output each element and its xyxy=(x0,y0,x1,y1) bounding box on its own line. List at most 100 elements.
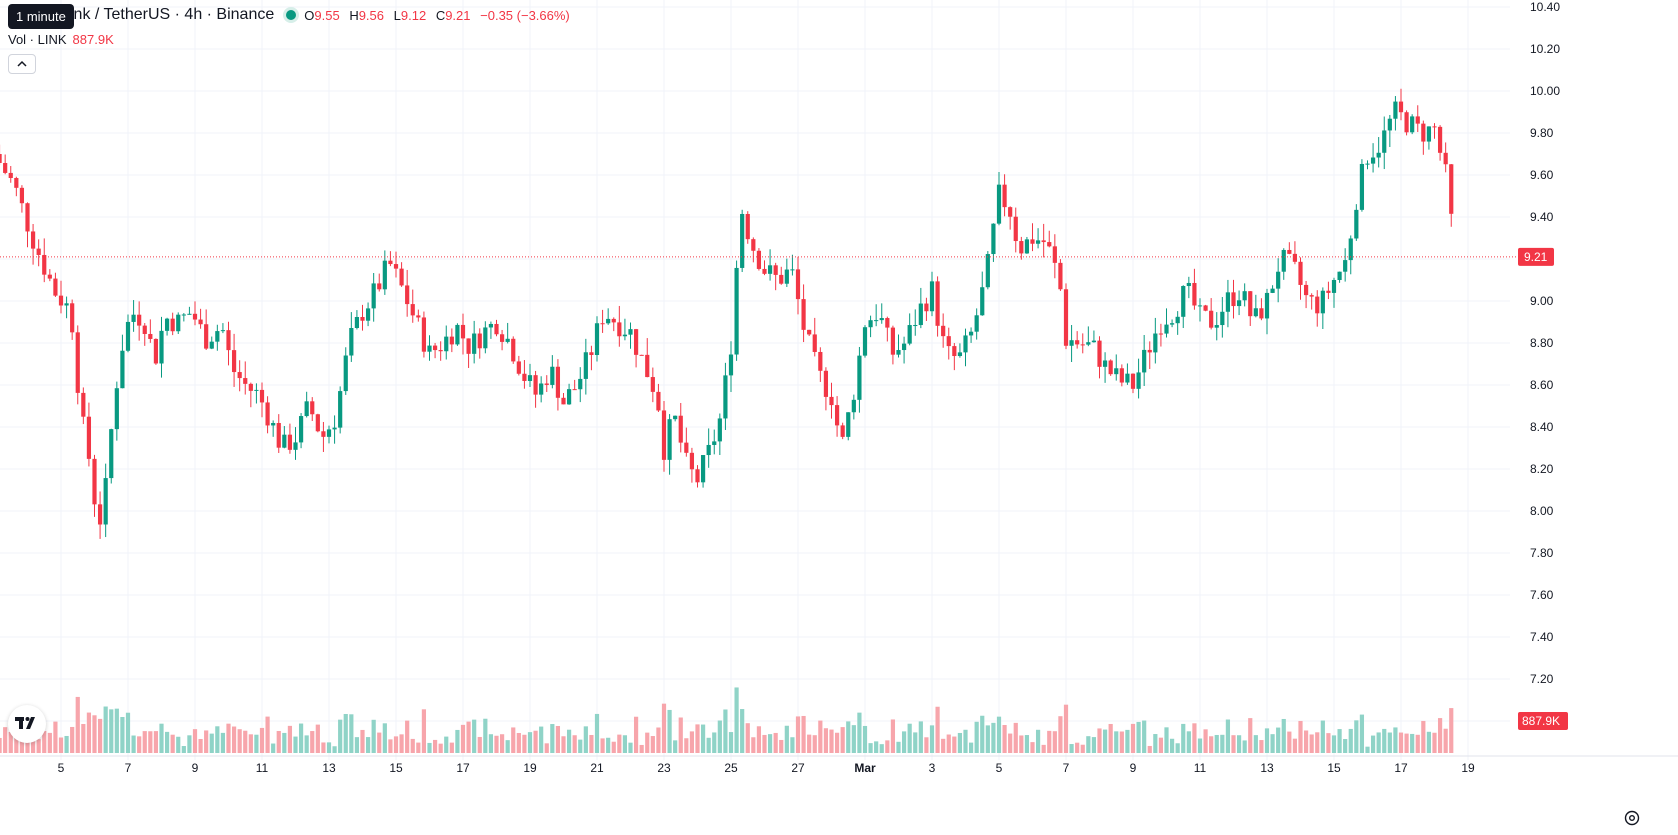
candle-body xyxy=(684,442,689,453)
candle-body xyxy=(1298,261,1303,285)
tv-logo-icon xyxy=(15,717,35,729)
time-tick-label: 27 xyxy=(791,761,805,775)
volume-bar xyxy=(1158,737,1164,753)
volume-bar xyxy=(1052,731,1057,753)
volume-bar xyxy=(410,738,415,753)
candle-body xyxy=(181,314,186,316)
tradingview-logo[interactable] xyxy=(8,705,46,743)
candle-body xyxy=(1181,286,1186,317)
candle-body xyxy=(399,268,404,286)
candle-body xyxy=(606,318,611,324)
price-tick-label: 10.00 xyxy=(1530,84,1560,98)
volume-bar xyxy=(941,738,946,753)
candle-body xyxy=(1052,246,1057,263)
candle-body xyxy=(405,285,410,305)
change-value: −0.35 (−3.66%) xyxy=(480,7,570,23)
volume-bar xyxy=(985,725,990,753)
volume-bar xyxy=(885,740,890,753)
price-axis[interactable]: 10.4010.2010.009.809.609.409.209.008.808… xyxy=(1530,0,1560,728)
time-tick-label: 15 xyxy=(389,761,403,775)
volume-bar xyxy=(3,727,8,753)
time-tick-label: 3 xyxy=(929,761,936,775)
volume-bar xyxy=(92,715,97,753)
candle-body xyxy=(1398,101,1404,113)
volume-bar xyxy=(109,709,114,753)
volume-bar xyxy=(388,739,393,753)
volume-bar xyxy=(209,733,214,753)
volume-bar xyxy=(488,734,494,753)
candle-body xyxy=(371,283,376,309)
time-axis[interactable]: 5 7 9 11 13 15 17 19 21 23 25 27 Mar 3 5 7 9 11 13 15 17 19 xyxy=(0,755,1678,775)
candle-body xyxy=(885,318,890,328)
candle-body xyxy=(539,383,544,395)
volume-bars xyxy=(0,687,1454,753)
candle-body xyxy=(1287,249,1292,254)
volume-bar xyxy=(611,741,616,753)
volume-bar xyxy=(1125,729,1130,753)
volume-bar xyxy=(689,731,695,753)
volume-bar xyxy=(1058,716,1063,753)
volume-bar xyxy=(1387,732,1392,753)
candle-body xyxy=(444,336,449,352)
volume-bar xyxy=(237,729,242,753)
symbol-title[interactable]: ink / TetherUS · 4h · Binance xyxy=(70,6,275,23)
volume-bar xyxy=(499,734,505,753)
volume-bar xyxy=(354,737,360,753)
volume-bar xyxy=(645,732,650,753)
candle-body xyxy=(86,416,92,459)
settings-gear-icon[interactable] xyxy=(1622,808,1642,828)
candle-body xyxy=(499,334,505,342)
volume-bar xyxy=(572,735,577,753)
candle-body xyxy=(75,332,80,393)
candle-body xyxy=(215,331,220,342)
candle-body xyxy=(1315,296,1320,314)
volume-bar xyxy=(332,746,337,753)
candle-body xyxy=(382,260,387,290)
volume-bar xyxy=(137,736,142,753)
open-label: O xyxy=(304,7,315,23)
volume-bar xyxy=(767,734,773,753)
volume-bar xyxy=(929,725,935,753)
candle-body xyxy=(941,325,946,337)
candle-body xyxy=(633,329,639,355)
candle-body xyxy=(834,405,840,426)
volume-bar xyxy=(1404,733,1409,753)
candle-body xyxy=(1002,184,1007,208)
volume-bar xyxy=(310,731,315,753)
volume-bar xyxy=(164,731,170,753)
time-tick-label: 11 xyxy=(1194,761,1207,775)
volume-bar xyxy=(259,727,265,753)
candle-body xyxy=(42,254,47,275)
price-tick-label: 10.40 xyxy=(1530,0,1560,14)
candle-body xyxy=(622,334,628,337)
volume-bar xyxy=(1415,734,1420,753)
volume-bar xyxy=(1309,734,1314,753)
volume-label: Vol · LINK xyxy=(8,32,67,47)
volume-bar xyxy=(1130,723,1136,753)
volume-bar xyxy=(1370,735,1376,753)
market-status-dot[interactable] xyxy=(286,10,297,20)
volume-bar xyxy=(1393,727,1398,753)
last-volume-value: 887.9K xyxy=(1522,714,1560,728)
volume-bar xyxy=(1231,735,1236,753)
candle-body xyxy=(427,345,432,352)
candle-body xyxy=(349,328,354,356)
candle-body xyxy=(1069,340,1074,346)
candle-body xyxy=(494,323,499,335)
collapse-legend-button[interactable] xyxy=(8,54,36,74)
volume-bar xyxy=(740,709,745,753)
volume-bar xyxy=(8,731,13,753)
candle-body xyxy=(968,331,974,336)
volume-bar xyxy=(198,738,203,753)
candle-body xyxy=(1086,342,1091,345)
candle-body xyxy=(639,354,644,356)
candle-body xyxy=(1443,152,1448,165)
volume-bar xyxy=(511,727,516,753)
volume-bar xyxy=(1426,731,1432,753)
candle-body xyxy=(907,325,912,344)
time-tick-label: 21 xyxy=(590,761,604,775)
candle-body xyxy=(159,330,164,364)
volume-bar xyxy=(1410,733,1415,753)
candle-body xyxy=(723,375,728,419)
